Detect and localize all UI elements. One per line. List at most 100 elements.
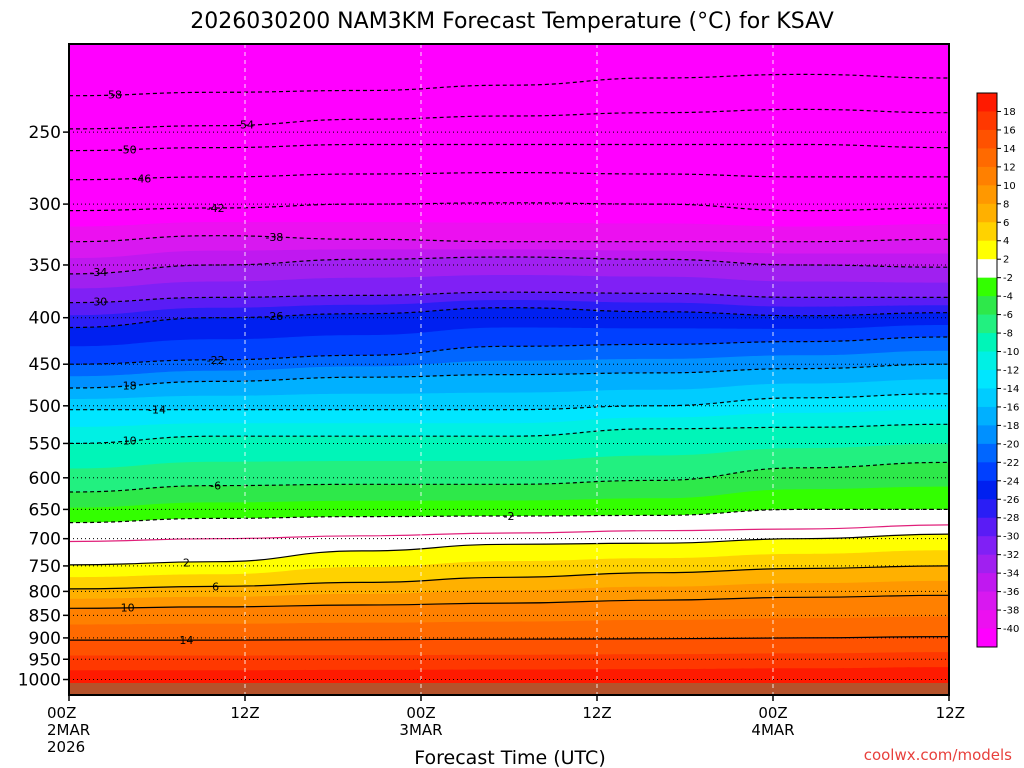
temperature-bands: [69, 44, 949, 695]
colorbar-swatch-10: [977, 166, 997, 186]
ytick-label-650: 650: [29, 500, 61, 520]
credit-text: coolwx.com/models: [864, 746, 1012, 764]
colorbar-swatch-2: [977, 240, 997, 260]
colorbar-swatch--24: [977, 462, 997, 482]
xtick-label-36-0: 12Z: [582, 704, 611, 722]
colorbar-label-4: 4: [1003, 236, 1009, 247]
colorbar-label--24: -24: [1003, 476, 1019, 487]
xtick-label-0-1: 2MAR: [47, 721, 90, 739]
xtick-label-24-0: 00Z: [406, 704, 435, 722]
colorbar-swatch-16: [977, 111, 997, 131]
plot-frame: [68, 43, 950, 696]
surface-strip: [69, 683, 949, 695]
colorbar-swatch-6: [977, 203, 997, 223]
colorbar-swatch--8: [977, 314, 997, 334]
xtick-label-0-0: 00Z: [47, 704, 76, 722]
colorbar-label--14: -14: [1003, 384, 1019, 395]
colorbar-label--28: -28: [1003, 513, 1019, 524]
ytick-label-800: 800: [29, 582, 61, 602]
contour-label--26: -26: [265, 310, 283, 323]
colorbar-swatch--14: [977, 370, 997, 389]
ytick-label-850: 850: [29, 606, 61, 626]
xtick-label-0-2: 2026: [47, 738, 85, 756]
ytick-label-300: 300: [29, 195, 61, 215]
xtick-label-60-0: 12Z: [936, 704, 965, 722]
colorbar-label--20: -20: [1003, 439, 1019, 450]
isotherm-contours: [69, 73, 949, 641]
x-axis-label: Forecast Time (UTC): [414, 747, 605, 768]
colorbar-label-8: 8: [1003, 199, 1009, 210]
ytick-label-950: 950: [29, 650, 61, 670]
colorbar-swatch--16: [977, 388, 997, 408]
contour-label--6: -6: [210, 480, 221, 493]
isotherm-6: [69, 565, 949, 590]
ytick-label-400: 400: [29, 309, 61, 329]
colorbar-swatch-18: [977, 93, 997, 112]
xtick-label-24-1: 3MAR: [399, 721, 442, 739]
colorbar-swatch--20: [977, 425, 997, 445]
colorbar-label--26: -26: [1003, 495, 1019, 506]
colorbar-label-12: 12: [1003, 162, 1016, 173]
colorbar-swatch--18: [977, 406, 997, 426]
colorbar-swatch--40: [977, 610, 997, 630]
colorbar-swatch--4: [977, 277, 997, 297]
chart-title: 2026030200 NAM3KM Forecast Temperature (…: [190, 9, 834, 34]
colorbar-swatch--30: [977, 517, 997, 537]
ytick-label-350: 350: [29, 256, 61, 276]
colorbar-label-10: 10: [1003, 181, 1016, 192]
ytick-label-450: 450: [29, 355, 61, 375]
colorbar-label--40: -40: [1003, 624, 1019, 635]
contour-label--42: -42: [207, 202, 225, 215]
colorbar-label--12: -12: [1003, 366, 1019, 377]
isotherm-2: [69, 533, 949, 566]
contour-label--18: -18: [119, 379, 137, 392]
colorbar-label--10: -10: [1003, 347, 1019, 358]
ytick-label-700: 700: [29, 530, 61, 550]
isotherm-14: [69, 636, 949, 641]
colorbar-label--4: -4: [1003, 292, 1013, 303]
colorbar-swatch--34: [977, 554, 997, 574]
colorbar-label--22: -22: [1003, 458, 1019, 469]
isotherm-0: [69, 524, 949, 543]
color-bar: 18 16 14 12 10 8 6 4 2 -2 -4 -6 -8 -10 -12 -14 -16 -18 -20…: [976, 92, 1019, 648]
ytick-label-750: 750: [29, 557, 61, 577]
isotherm--34: [69, 256, 949, 275]
grid-lines: [69, 44, 949, 695]
contour-label-10: 10: [121, 602, 135, 615]
xtick-label-48-1: 4MAR: [751, 721, 794, 739]
colorbar-swatch-14: [977, 129, 997, 149]
colorbar-label--18: -18: [1003, 421, 1019, 432]
contour-label--2: -2: [504, 510, 515, 523]
colorbar-label--34: -34: [1003, 569, 1019, 580]
isotherm--26: [69, 307, 949, 329]
colorbar-swatch--6: [977, 296, 997, 316]
contour-label--30: -30: [89, 296, 107, 309]
ytick-label-600: 600: [29, 469, 61, 489]
contour-label--38: -38: [265, 231, 283, 244]
colorbar-swatch-8: [977, 185, 997, 205]
colorbar-label-6: 6: [1003, 218, 1009, 229]
colorbar-swatch--2: [977, 259, 997, 279]
colorbar-swatch--28: [977, 499, 997, 519]
contour-label-2: 2: [183, 556, 190, 569]
colorbar-swatch--32: [977, 536, 997, 556]
colorbar-swatch--10: [977, 333, 997, 353]
colorbar-label--6: -6: [1003, 310, 1013, 321]
xtick-label-12-0: 12Z: [230, 704, 259, 722]
colorbar-label--2: -2: [1003, 273, 1013, 284]
ytick-label-900: 900: [29, 629, 61, 649]
colorbar-swatch-12: [977, 148, 997, 168]
contour-label--54: -54: [236, 118, 254, 131]
contour-label-14: 14: [179, 634, 193, 647]
colorbar-label-14: 14: [1003, 144, 1016, 155]
xtick-label-48-0: 00Z: [758, 704, 787, 722]
colorbar-label-2: 2: [1003, 255, 1009, 266]
colorbar-swatch-4: [977, 222, 997, 242]
isotherm-10: [69, 594, 949, 609]
colorbar-label--30: -30: [1003, 532, 1019, 543]
colorbar-swatch--60: [977, 628, 997, 648]
colorbar-label--32: -32: [1003, 550, 1019, 561]
colorbar-swatch--36: [977, 573, 997, 593]
